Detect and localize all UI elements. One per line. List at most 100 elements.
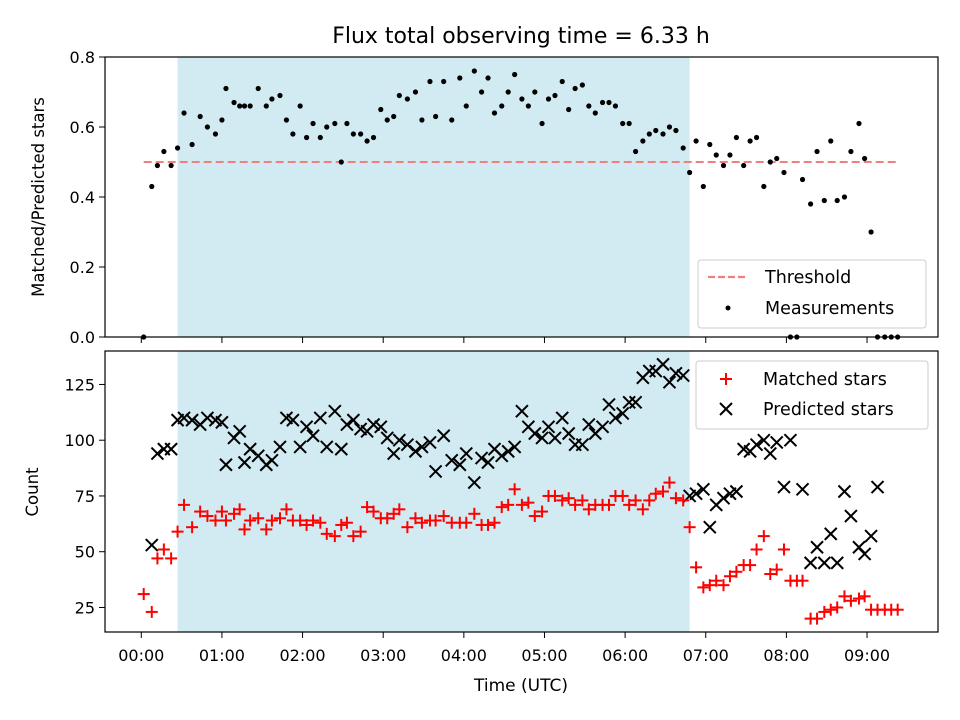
matched-star-marker xyxy=(556,494,569,507)
measurement-point xyxy=(673,127,679,134)
predicted-star-marker xyxy=(810,540,824,554)
legend-predicted-marker xyxy=(719,402,733,416)
predicted-star-marker xyxy=(595,420,610,434)
predicted-star-marker xyxy=(150,446,165,461)
matched-star-marker xyxy=(757,530,770,543)
predicted-star-marker xyxy=(286,413,300,427)
matched-star-marker xyxy=(260,523,273,536)
matched-star-marker xyxy=(831,601,844,614)
matched-star-marker xyxy=(536,505,549,518)
matched-star-marker xyxy=(502,498,515,511)
matched-star-marker xyxy=(777,543,790,556)
measurement-point xyxy=(660,131,666,137)
matched-star-marker xyxy=(354,525,367,538)
predicted-star-marker xyxy=(528,426,542,441)
measurement-point xyxy=(807,201,814,207)
matched-star-marker xyxy=(347,530,360,543)
measurement-point xyxy=(512,71,518,78)
count-legend: Matched stars Predicted stars xyxy=(695,360,929,430)
predicted-star-marker xyxy=(608,411,623,425)
measurement-point xyxy=(269,96,275,102)
predicted-star-marker xyxy=(770,435,784,450)
measurement-point xyxy=(350,131,356,137)
matched-star-marker xyxy=(852,592,865,605)
matched-star-marker xyxy=(233,503,246,516)
matched-star-marker xyxy=(602,498,615,511)
predicted-star-marker xyxy=(415,440,429,454)
matched-star-marker xyxy=(623,498,636,511)
measurement-point xyxy=(231,99,237,106)
predicted-star-marker xyxy=(334,442,348,456)
measurement-point xyxy=(774,155,780,162)
predicted-star-marker xyxy=(656,357,670,372)
matched-star-marker xyxy=(582,503,595,516)
measurement-point xyxy=(332,120,338,127)
predicted-star-marker xyxy=(436,429,451,443)
measurement-point xyxy=(532,89,538,95)
predicted-star-marker xyxy=(541,420,556,434)
predicted-star-marker xyxy=(749,437,764,452)
x-tick-label: 09:00 xyxy=(844,646,890,665)
matched-star-marker xyxy=(145,605,158,618)
predicted-star-marker xyxy=(374,420,388,434)
predicted-star-marker xyxy=(177,411,191,425)
predicted-star-marker xyxy=(474,451,489,465)
measurement-point xyxy=(255,85,261,92)
predicted-star-marker xyxy=(467,475,482,490)
matched-star-marker xyxy=(186,521,199,534)
matched-star-marker xyxy=(314,516,327,529)
matched-star-marker xyxy=(482,518,495,531)
measurement-point xyxy=(223,85,229,92)
measurement-point xyxy=(441,78,447,85)
ratio-y-label: Matched/Predicted stars xyxy=(29,97,48,297)
predicted-star-marker xyxy=(507,440,522,454)
predicted-star-marker xyxy=(561,426,576,441)
predicted-star-marker xyxy=(232,424,247,438)
predicted-star-marker xyxy=(313,411,328,425)
matched-star-marker xyxy=(744,559,757,572)
y-tick-label: 0.6 xyxy=(70,118,95,137)
measurement-point xyxy=(539,120,545,127)
measurement-point xyxy=(741,162,747,169)
measurement-point xyxy=(189,141,195,148)
measurement-point xyxy=(283,117,290,123)
matched-star-marker xyxy=(238,523,251,536)
predicted-star-marker xyxy=(293,440,307,454)
predicted-star-marker xyxy=(795,482,810,496)
x-tick-label: 05:00 xyxy=(521,646,567,665)
predicted-star-marker xyxy=(864,529,878,543)
measurement-point xyxy=(856,120,862,127)
predicted-star-marker xyxy=(830,556,844,570)
matched-star-marker xyxy=(824,603,837,616)
measurement-point xyxy=(733,134,740,141)
matched-star-marker xyxy=(468,507,481,520)
x-tick-label: 01:00 xyxy=(199,646,245,665)
measurement-point xyxy=(338,159,344,165)
measurement-point xyxy=(868,229,874,235)
y-tick-label: 75 xyxy=(75,487,95,506)
predicted-star-marker xyxy=(215,415,229,430)
matched-star-marker xyxy=(764,568,777,581)
predicted-star-marker xyxy=(299,420,314,434)
matched-star-marker xyxy=(273,512,286,525)
measurement-point xyxy=(586,103,592,109)
matched-star-marker xyxy=(770,563,783,576)
matched-star-marker xyxy=(401,521,414,534)
matched-star-marker xyxy=(891,603,904,616)
predicted-star-marker xyxy=(757,433,771,447)
predicted-star-marker xyxy=(459,446,473,461)
matched-star-marker xyxy=(151,552,164,565)
matched-star-marker xyxy=(219,514,232,527)
measurement-point xyxy=(344,120,350,127)
matched-star-marker xyxy=(515,498,528,511)
predicted-star-marker xyxy=(817,556,832,570)
matched-star-marker xyxy=(677,494,690,507)
y-tick-label: 0.0 xyxy=(70,328,95,347)
matched-star-marker xyxy=(294,514,307,527)
predicted-star-marker xyxy=(582,417,596,432)
measurement-point xyxy=(821,197,827,204)
measurement-point xyxy=(471,68,477,74)
matched-star-marker xyxy=(562,492,575,505)
matched-star-marker xyxy=(730,565,743,578)
measurement-point xyxy=(491,110,498,116)
